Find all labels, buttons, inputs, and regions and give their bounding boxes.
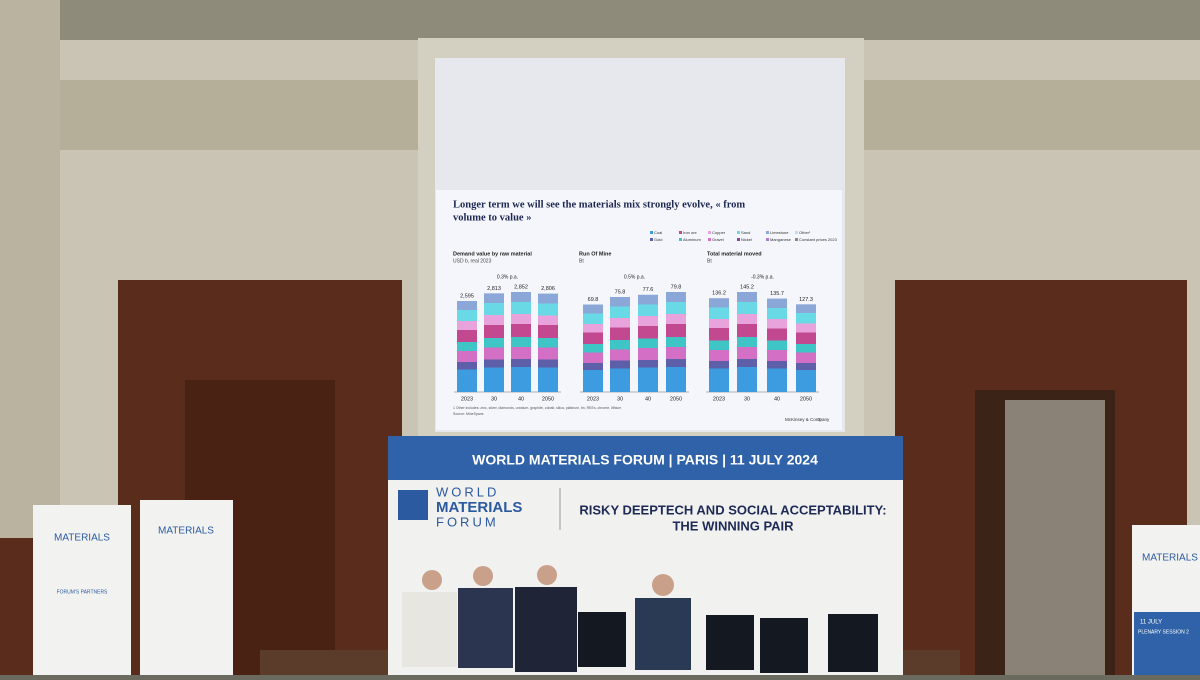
legend-label: Constant prices 2023: [799, 237, 838, 242]
legend-label: Copper: [712, 230, 726, 235]
value-label: 75.8: [615, 289, 626, 295]
legend-swatch: [795, 238, 798, 241]
logo-text: FORUM: [436, 514, 499, 529]
value-label: 136.2: [712, 291, 726, 297]
category-label: 30: [491, 396, 497, 402]
brand: McKinsey & Company: [785, 417, 830, 422]
panel-title: Demand value by raw material: [453, 251, 532, 257]
bar: [666, 292, 686, 392]
logo-text: WORLD: [436, 484, 499, 499]
legend-swatch: [708, 231, 711, 234]
bar: [638, 294, 658, 392]
bar: [610, 297, 630, 392]
category-label: 40: [645, 396, 651, 402]
legend-swatch: [766, 238, 769, 241]
rollup-brand: MATERIALS: [158, 526, 214, 537]
bar: [511, 292, 531, 392]
legend-swatch: [737, 231, 740, 234]
legend-label: Other¹: [799, 230, 811, 235]
rollup: [33, 505, 131, 675]
legend-label: Manganese: [770, 237, 792, 242]
value-label: 127.3: [799, 297, 813, 303]
footnote: 1 Other includes: zinc, silver, diamonds…: [453, 406, 621, 410]
category-label: 30: [744, 396, 750, 402]
value-label: 2,813: [487, 286, 501, 292]
legend-label: Aluminum: [683, 237, 701, 242]
value-label: 2,806: [541, 286, 555, 292]
legend-label: Coal: [654, 230, 662, 235]
rollup: [140, 500, 233, 675]
logo-cube: [398, 490, 428, 520]
value-label: 145.2: [740, 284, 754, 290]
source: Source: MineSpans: [453, 412, 484, 416]
legend-swatch: [737, 238, 740, 241]
rollup-session: PLENARY SESSION 2: [1138, 629, 1189, 635]
panel-unit: Bt: [707, 258, 712, 264]
category-label: 2023: [461, 396, 473, 402]
legend-label: Iron ore: [683, 230, 698, 235]
legend-label: Gravel: [712, 237, 724, 242]
panel-title: Run Of Mine: [579, 251, 611, 257]
slide-title: Longer term we will see the materials mi…: [453, 199, 745, 210]
value-label: 77.6: [643, 287, 654, 293]
panel-unit: USD b, real 2023: [453, 258, 492, 264]
legend-label: Nickel: [741, 237, 752, 242]
category-label: 2050: [542, 396, 554, 402]
value-label: 69.8: [588, 297, 599, 303]
bar: [457, 301, 477, 392]
bar: [484, 293, 504, 392]
rollup-partners: FORUM'S PARTNERS: [57, 589, 108, 595]
banner-header: WORLD MATERIALS FORUM | PARIS | 11 JULY …: [472, 452, 818, 468]
rollup-brand: MATERIALS: [1142, 553, 1198, 564]
banner-header-bg: [388, 436, 903, 480]
legend-swatch: [708, 238, 711, 241]
logo-text: MATERIALS: [436, 499, 522, 516]
slide-title: volume to value »: [453, 212, 531, 223]
growth-label: 0.3% p.a.: [497, 274, 518, 280]
slide: Longer term we will see the materials mi…: [436, 190, 842, 430]
panel-title: Total material moved: [707, 251, 762, 257]
panel-unit: Bt: [579, 258, 584, 264]
growth-label: 0.5% p.a.: [624, 274, 645, 280]
legend-swatch: [766, 231, 769, 234]
category-label: 40: [518, 396, 524, 402]
legend-swatch: [679, 238, 682, 241]
category-label: 2050: [670, 396, 682, 402]
bar: [583, 304, 603, 392]
session-title: THE WINNING PAIR: [672, 518, 794, 533]
legend-label: Gold: [654, 237, 662, 242]
legend-label: Sand: [741, 230, 750, 235]
page-number: 3: [818, 417, 821, 422]
legend-swatch: [650, 238, 653, 241]
bar: [796, 304, 816, 392]
value-label: 79.8: [671, 284, 682, 290]
bar: [767, 298, 787, 392]
value-label: 135.7: [770, 291, 784, 297]
category-label: 40: [774, 396, 780, 402]
rollup-date: 11 JULY: [1140, 620, 1162, 626]
legend-swatch: [650, 231, 653, 234]
legend-label: Limestone: [770, 230, 789, 235]
growth-label: -0.3% p.a.: [751, 274, 774, 280]
bar: [737, 292, 757, 392]
value-label: 2,595: [460, 293, 474, 299]
category-label: 2023: [713, 396, 725, 402]
rollup-band: [1134, 612, 1200, 675]
legend-swatch: [679, 231, 682, 234]
legend-swatch: [795, 231, 798, 234]
bar: [538, 293, 558, 392]
rollup-brand: MATERIALS: [54, 533, 110, 544]
category-label: 2023: [587, 396, 599, 402]
session-title: RISKY DEEPTECH AND SOCIAL ACCEPTABILITY:: [579, 502, 886, 517]
value-label: 2,852: [514, 284, 528, 290]
category-label: 30: [617, 396, 623, 402]
bar: [709, 298, 729, 392]
category-label: 2050: [800, 396, 812, 402]
